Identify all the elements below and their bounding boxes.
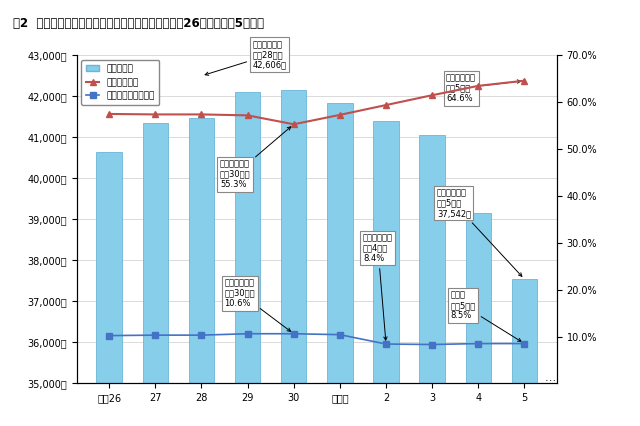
Bar: [373, 121, 399, 426]
Text: …: …: [544, 374, 556, 383]
Text: 図2  大学等進学率・就職率の推移（全日制）【平成26年度～令和5年度】: 図2 大学等進学率・就職率の推移（全日制）【平成26年度～令和5年度】: [13, 17, 264, 30]
Bar: [235, 92, 260, 426]
Bar: [189, 118, 214, 426]
Legend: 卒業者総数, 大学等進学率, 就職率（就職のみ）: 卒業者総数, 大学等進学率, 就職率（就職のみ）: [81, 60, 159, 105]
Text: （就・最高）
平成30年度
10.6%: （就・最高） 平成30年度 10.6%: [225, 278, 291, 331]
Bar: [281, 90, 307, 426]
Bar: [143, 123, 168, 426]
Bar: [327, 103, 353, 426]
Bar: [466, 213, 491, 426]
Text: （就・最低）
令和4年度
8.4%: （就・最低） 令和4年度 8.4%: [363, 233, 393, 340]
Text: （大・最低）
平成30年度
55.3%: （大・最低） 平成30年度 55.3%: [220, 127, 291, 189]
Bar: [97, 152, 122, 426]
Bar: [419, 135, 445, 426]
Bar: [512, 279, 537, 426]
Text: （卒・最高）
平成28年度
42,606人: （卒・最高） 平成28年度 42,606人: [205, 40, 286, 75]
Text: （就）
令和5年度
8.5%: （就） 令和5年度 8.5%: [451, 291, 521, 342]
Text: （卒・最低）
令和5年度
37,542人: （卒・最低） 令和5年度 37,542人: [437, 188, 522, 276]
Text: （大・最高）
令和5年度
64.6%: （大・最高） 令和5年度 64.6%: [446, 73, 521, 103]
